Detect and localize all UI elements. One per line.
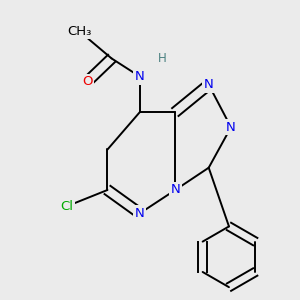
Text: N: N (170, 184, 180, 196)
Text: CH₃: CH₃ (67, 25, 91, 38)
Text: N: N (135, 207, 145, 220)
Text: O: O (82, 75, 92, 88)
Text: H: H (158, 52, 167, 65)
Text: N: N (204, 78, 214, 91)
Text: N: N (226, 121, 236, 134)
Text: Cl: Cl (61, 200, 74, 213)
Text: N: N (135, 70, 145, 83)
